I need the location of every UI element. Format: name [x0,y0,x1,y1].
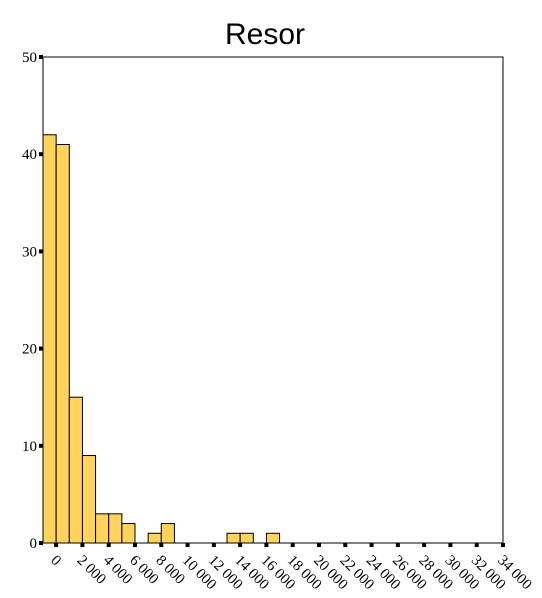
x-tick-mark [317,543,321,547]
x-tick-label: 4 000 [100,553,135,588]
x-tick-mark [238,543,243,547]
histogram-bar [81,455,97,544]
x-tick-mark [290,543,295,547]
y-tick-mark [39,541,43,545]
x-tick-label: 2 000 [74,553,109,588]
histogram-bar [108,513,123,544]
x-tick-mark [264,543,269,547]
plot-frame [42,56,504,544]
y-tick-mark [39,152,43,157]
histogram-bar [239,532,254,544]
histogram-bar [147,532,162,544]
y-tick-label: 50 [22,50,37,66]
histogram-bar [55,143,70,544]
y-tick-label: 10 [22,439,37,455]
histogram-bar [42,134,57,544]
x-tick-mark [395,543,400,547]
x-tick-mark [80,543,85,547]
histogram-bar [160,523,175,544]
x-tick-mark [501,543,505,547]
x-tick-label: 0 [47,553,64,570]
x-tick-label: 6 000 [126,553,161,588]
x-tick-mark [185,543,190,547]
y-tick-label: 20 [22,342,37,358]
x-tick-mark [133,543,137,547]
histogram-bar [265,532,281,544]
x-tick-mark [343,543,348,547]
y-axis: 0 10 20 30 40 50 [22,50,43,552]
bars-layer [42,134,281,544]
y-tick-mark [39,346,43,351]
x-tick-mark [422,543,427,547]
histogram-bar [121,523,136,544]
y-tick-mark [39,55,43,59]
x-tick-label: 8 000 [152,553,187,588]
histogram-bar [226,532,241,544]
histogram-bar [95,513,110,544]
y-tick-mark [39,249,43,254]
x-tick-mark [448,543,453,547]
x-tick-mark [474,543,479,547]
y-tick-mark [39,443,43,448]
y-tick-label: 40 [22,147,37,163]
x-tick-mark [369,543,374,547]
x-tick-mark [159,543,164,547]
y-tick-label: 30 [22,244,37,260]
chart-title: Resor [225,18,305,51]
x-tick-mark [54,543,59,547]
histogram-bar [68,396,83,544]
x-tick-mark [211,543,216,547]
x-tick-mark [106,543,111,547]
y-tick-label: 0 [30,536,38,552]
axes-layer [42,56,504,544]
